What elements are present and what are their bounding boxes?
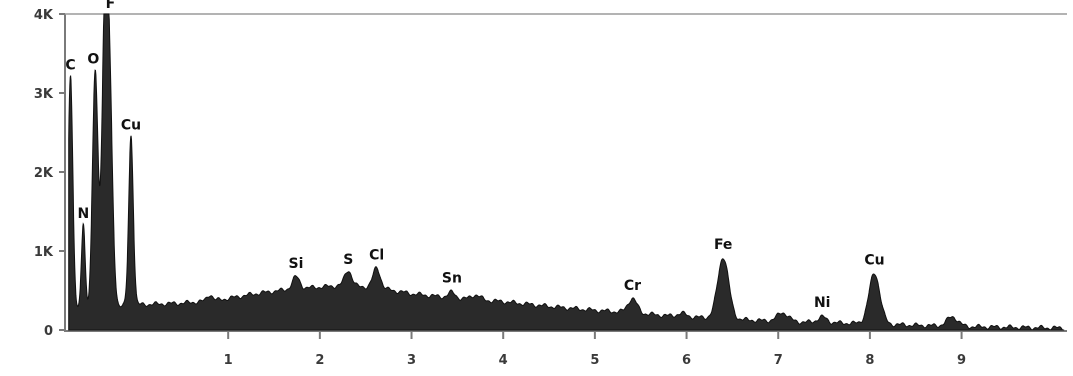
peak-label: Si bbox=[289, 256, 304, 272]
peak-label: S bbox=[343, 252, 353, 268]
y-tick-label: 3K bbox=[34, 87, 54, 102]
peak-label: Cl bbox=[369, 247, 384, 263]
peak-labels: CNOFFeCuSiSClSnCrFeNiCu bbox=[65, 0, 884, 311]
y-tick-label: 0 bbox=[44, 324, 53, 339]
x-tick-label: 1 bbox=[224, 353, 233, 368]
peak-label: F bbox=[106, 0, 116, 12]
peak-label: Cu bbox=[121, 118, 141, 134]
x-tick-label: 5 bbox=[590, 353, 599, 368]
x-tick-label: 3 bbox=[407, 353, 416, 368]
peak-label: Cu bbox=[864, 253, 884, 269]
y-tick-label: 2K bbox=[34, 166, 54, 181]
peak-label: C bbox=[65, 57, 75, 73]
peak-label: Fe bbox=[714, 237, 733, 253]
y-tick-label: 4K bbox=[34, 8, 54, 23]
peak-label: Cr bbox=[624, 278, 641, 294]
peak-label: Ni bbox=[814, 295, 831, 311]
peak-label: N bbox=[77, 206, 89, 222]
y-tick-label: 1K bbox=[34, 245, 54, 260]
peak-label: O bbox=[87, 52, 99, 68]
spectrum-area bbox=[68, 13, 1065, 331]
x-tick-label: 8 bbox=[865, 353, 874, 368]
x-axis-ticks: 1 2 3 4 5 6 7 8 9 bbox=[224, 331, 966, 368]
x-tick-label: 7 bbox=[774, 353, 783, 368]
peak-label: Sn bbox=[442, 271, 462, 287]
y-axis-ticks: 0 1K 2K 3K 4K bbox=[34, 8, 65, 339]
x-tick-label: 4 bbox=[499, 353, 508, 368]
x-tick-label: 2 bbox=[315, 353, 324, 368]
x-tick-label: 6 bbox=[682, 353, 691, 368]
x-tick-label: 9 bbox=[957, 353, 966, 368]
